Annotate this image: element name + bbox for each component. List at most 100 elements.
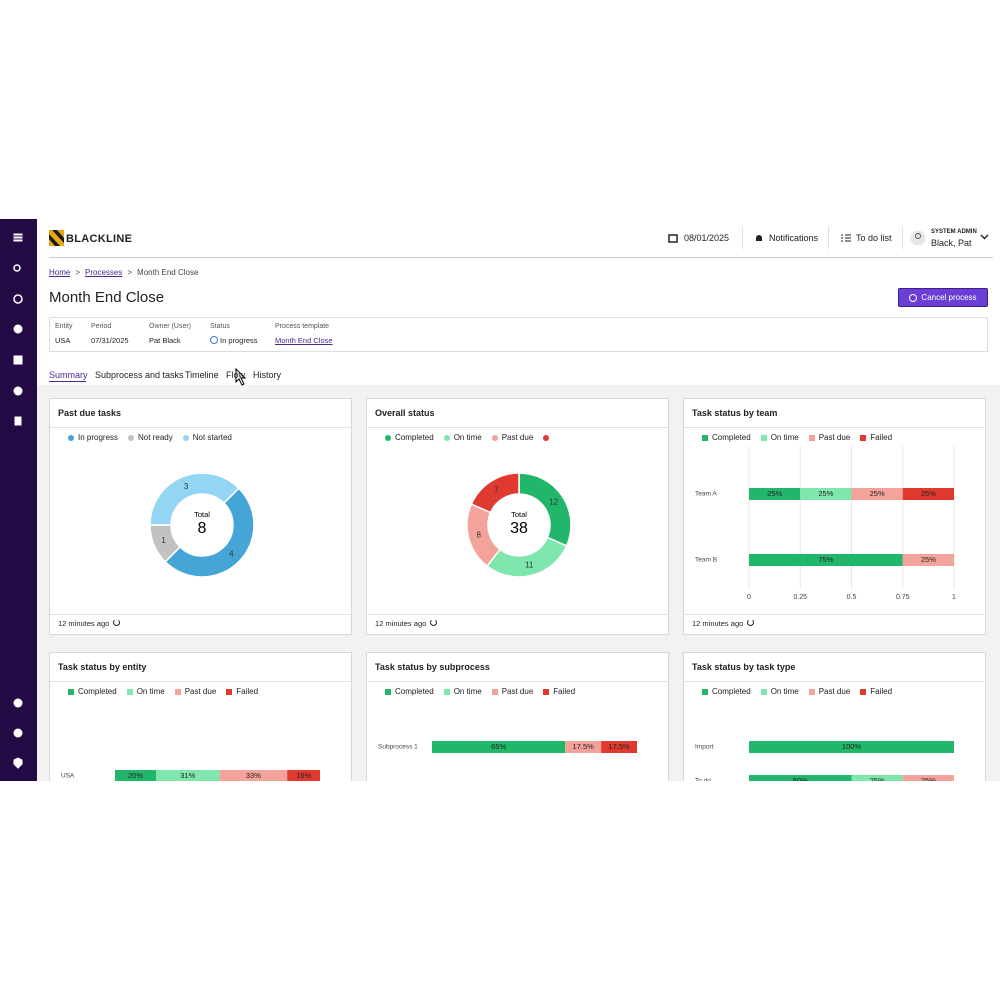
x-tick-label: 0 [747, 594, 751, 601]
legend-item [543, 434, 550, 441]
legend-item: Failed [860, 433, 892, 442]
card-title: Task status by subprocess [375, 662, 490, 672]
legend-swatch [491, 434, 498, 441]
legend-swatch [808, 688, 815, 695]
refresh-icon[interactable] [113, 619, 120, 626]
legend-label: On time [453, 433, 482, 442]
card-divider [50, 614, 351, 615]
donut-segment [466, 503, 502, 568]
header-divider [49, 257, 993, 258]
bar-segment [287, 770, 320, 781]
card-divider [50, 427, 351, 428]
date[interactable]: 08/01/2025 [684, 233, 730, 243]
search-icon[interactable] [13, 264, 21, 272]
todo-list[interactable]: To do list [856, 233, 892, 243]
bar-segment [902, 488, 954, 500]
tab[interactable]: Flow [226, 370, 246, 380]
todo-icon [841, 234, 851, 242]
tab[interactable]: Subprocess and tasks [95, 370, 184, 380]
donut-segment [149, 472, 240, 526]
tab[interactable]: Timeline [185, 370, 219, 380]
tab[interactable]: Summary [49, 370, 88, 380]
category-label: Team B [695, 557, 717, 564]
legend-swatch [128, 434, 135, 441]
legend-item: On time [760, 433, 799, 442]
updated-time: 12 minutes ago [375, 619, 427, 628]
x-tick-label: 0.25 [793, 594, 807, 601]
legend-item: Completed [702, 687, 751, 696]
legend-label: Past due [818, 687, 851, 696]
bar-label: 17.5% [573, 742, 595, 751]
donut-segment [470, 472, 520, 514]
breadcrumb: Home > Processes > Month End Close [49, 268, 198, 277]
bar-label: 16% [296, 771, 311, 780]
category-label: USA [61, 773, 75, 780]
bar-label: 20% [128, 771, 143, 780]
explore-icon[interactable] [13, 324, 23, 334]
bar-label: 25% [921, 776, 936, 781]
bar-segment [565, 741, 602, 753]
legend-item: Failed [226, 687, 258, 696]
settings-icon[interactable] [13, 386, 23, 396]
legend-label: Past due [818, 433, 851, 442]
breadcrumb-link[interactable]: Processes [85, 268, 123, 277]
category-label: Import [695, 744, 714, 751]
bar-label: 17.5% [608, 742, 630, 751]
box-icon[interactable] [13, 355, 23, 365]
legend-item: Past due [808, 687, 851, 696]
bar-segment [749, 741, 954, 753]
doc-icon[interactable] [14, 416, 22, 426]
cancel-label: Cancel process [921, 293, 977, 302]
tab[interactable]: History [253, 370, 282, 380]
chart: Import 100% To do 50% 25% 25% [695, 741, 954, 781]
card-divider [367, 427, 668, 428]
security-icon[interactable] [13, 757, 23, 769]
segment-label: 3 [184, 482, 189, 491]
legend-label: Completed [395, 433, 434, 442]
bar-label: 25% [921, 489, 936, 498]
info-label: Status [210, 323, 230, 330]
refresh-icon[interactable] [430, 619, 437, 626]
legend-label: Not started [192, 433, 232, 442]
info-value[interactable]: Month End Close [275, 336, 333, 345]
updated-time: 12 minutes ago [692, 619, 744, 628]
cursor [235, 368, 247, 386]
refresh-icon[interactable] [747, 619, 754, 626]
users-icon[interactable] [13, 728, 23, 738]
info-value: 07/31/2025 [91, 336, 129, 345]
status-icon [210, 336, 218, 344]
segment-label: 4 [229, 549, 234, 558]
legend-label: On time [770, 433, 799, 442]
bell-icon [756, 235, 762, 241]
legend-label: Failed [236, 687, 259, 696]
legend-label: Completed [712, 687, 751, 696]
info-value: USA [55, 336, 71, 345]
legend-swatch [182, 434, 189, 441]
chevron[interactable] [980, 234, 989, 240]
card-title: Past due tasks [58, 408, 122, 418]
menu-icon[interactable] [13, 233, 23, 242]
history-icon[interactable] [13, 294, 23, 304]
legend-label: Completed [395, 687, 434, 696]
notifications[interactable]: Notifications [769, 233, 819, 243]
info-box: Entity USA Period 07/31/2025 Owner (User) Pat… [49, 317, 988, 352]
avatar[interactable] [910, 230, 926, 246]
legend-item: Past due [808, 433, 851, 442]
donut-segment [486, 536, 568, 578]
category-label: To do [695, 778, 711, 781]
legend-item: Past due [491, 687, 533, 696]
legend-label: Completed [712, 433, 751, 442]
breadcrumb-link[interactable]: Home [49, 268, 71, 277]
info-value: Pat Black [149, 336, 181, 345]
user-name[interactable]: Black, Pat [931, 238, 972, 248]
legend-swatch [491, 688, 498, 695]
help-icon[interactable] [13, 698, 23, 708]
cancel-button[interactable]: Cancel process [898, 288, 988, 307]
legend-swatch [760, 434, 767, 441]
info-value: In progress [220, 336, 258, 345]
legend-swatch [174, 688, 181, 695]
bar-label: 25% [767, 489, 782, 498]
card: Task status by team Completed On time Past … [683, 398, 986, 635]
donut-segment [164, 487, 255, 578]
